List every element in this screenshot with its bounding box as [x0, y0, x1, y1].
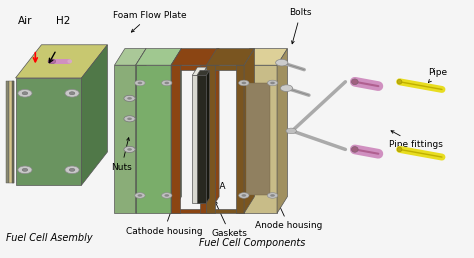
Circle shape: [242, 194, 246, 197]
Circle shape: [69, 92, 75, 95]
Circle shape: [267, 80, 278, 86]
Ellipse shape: [397, 147, 402, 152]
Polygon shape: [6, 80, 9, 183]
Polygon shape: [115, 49, 146, 65]
Circle shape: [124, 95, 135, 101]
Polygon shape: [171, 209, 209, 213]
Polygon shape: [82, 45, 108, 185]
Polygon shape: [197, 70, 210, 75]
Ellipse shape: [48, 59, 55, 64]
Polygon shape: [171, 49, 182, 213]
Circle shape: [280, 85, 292, 92]
Circle shape: [137, 82, 142, 84]
Polygon shape: [136, 49, 146, 213]
Circle shape: [127, 117, 132, 120]
Polygon shape: [206, 65, 244, 70]
Circle shape: [286, 128, 296, 134]
Circle shape: [267, 193, 278, 198]
Ellipse shape: [352, 147, 358, 152]
Circle shape: [270, 82, 275, 84]
Text: Bolts: Bolts: [289, 8, 312, 44]
Polygon shape: [206, 65, 215, 213]
Polygon shape: [192, 67, 207, 75]
Polygon shape: [115, 65, 136, 213]
Text: Pipe: Pipe: [428, 68, 447, 83]
Circle shape: [135, 80, 145, 86]
Text: Gaskets: Gaskets: [212, 201, 248, 238]
Circle shape: [242, 82, 246, 84]
Text: Nuts: Nuts: [111, 138, 132, 172]
Polygon shape: [209, 49, 219, 213]
Circle shape: [124, 146, 135, 152]
Text: Pipe fittings: Pipe fittings: [389, 131, 443, 149]
Circle shape: [127, 148, 132, 151]
Text: Foam Flow Plate: Foam Flow Plate: [113, 11, 187, 32]
Polygon shape: [239, 49, 287, 65]
Polygon shape: [192, 75, 201, 203]
Polygon shape: [171, 65, 209, 70]
Circle shape: [18, 166, 32, 174]
Polygon shape: [239, 65, 277, 213]
Circle shape: [270, 194, 275, 197]
Text: Air: Air: [18, 16, 32, 26]
Polygon shape: [201, 67, 207, 203]
Polygon shape: [244, 49, 255, 213]
Polygon shape: [206, 49, 255, 65]
Text: Fuel Cell Asembly: Fuel Cell Asembly: [6, 233, 93, 243]
Circle shape: [137, 194, 142, 197]
Circle shape: [239, 80, 249, 86]
Circle shape: [69, 168, 75, 171]
Circle shape: [65, 166, 79, 174]
Text: H2: H2: [55, 16, 70, 26]
Text: Anode housing: Anode housing: [255, 194, 322, 230]
Polygon shape: [136, 65, 171, 213]
Circle shape: [127, 97, 132, 100]
Polygon shape: [171, 65, 180, 213]
Circle shape: [22, 92, 28, 95]
Circle shape: [239, 193, 249, 198]
Circle shape: [135, 193, 145, 198]
Circle shape: [22, 168, 28, 171]
Polygon shape: [200, 65, 209, 213]
Circle shape: [162, 80, 172, 86]
Circle shape: [65, 90, 79, 97]
Polygon shape: [171, 49, 219, 65]
Text: Cathode housing: Cathode housing: [126, 201, 202, 236]
Circle shape: [164, 82, 169, 84]
Circle shape: [162, 193, 172, 198]
Ellipse shape: [397, 79, 402, 84]
Text: MEA: MEA: [205, 158, 226, 191]
Polygon shape: [206, 209, 244, 213]
Polygon shape: [16, 78, 82, 185]
Ellipse shape: [352, 79, 358, 85]
Polygon shape: [197, 75, 206, 203]
Polygon shape: [246, 83, 270, 195]
Circle shape: [18, 90, 32, 97]
Ellipse shape: [67, 59, 72, 63]
Polygon shape: [9, 80, 14, 183]
Circle shape: [124, 116, 135, 122]
Circle shape: [276, 59, 288, 66]
Circle shape: [164, 194, 169, 197]
Text: Fuel Cell Components: Fuel Cell Components: [199, 238, 306, 248]
Polygon shape: [236, 65, 244, 213]
Polygon shape: [12, 80, 14, 183]
Polygon shape: [16, 45, 108, 78]
Polygon shape: [136, 49, 182, 65]
Polygon shape: [277, 49, 287, 213]
Polygon shape: [52, 59, 70, 64]
Polygon shape: [206, 70, 210, 203]
